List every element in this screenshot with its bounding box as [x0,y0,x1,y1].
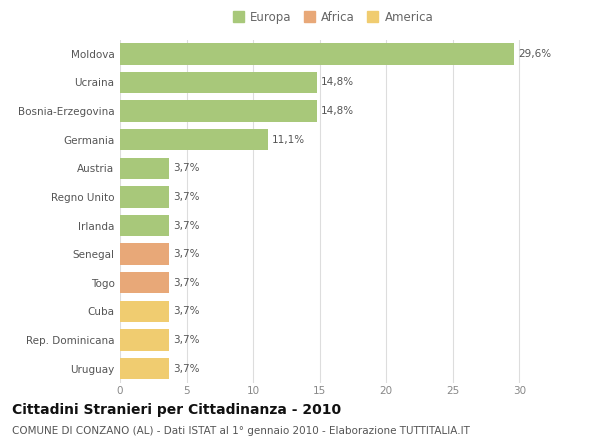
Text: 29,6%: 29,6% [518,49,551,59]
Text: 14,8%: 14,8% [321,106,354,116]
Bar [120,72,317,93]
Text: 3,7%: 3,7% [173,278,200,288]
Text: 3,7%: 3,7% [173,306,200,316]
Legend: Europa, Africa, America: Europa, Africa, America [233,11,433,24]
Bar [120,301,169,322]
Text: COMUNE DI CONZANO (AL) - Dati ISTAT al 1° gennaio 2010 - Elaborazione TUTTITALIA: COMUNE DI CONZANO (AL) - Dati ISTAT al 1… [12,426,470,436]
Text: Cittadini Stranieri per Cittadinanza - 2010: Cittadini Stranieri per Cittadinanza - 2… [12,403,341,417]
Bar [120,358,169,379]
Bar [120,272,169,293]
Text: 3,7%: 3,7% [173,220,200,231]
Bar [120,186,169,208]
Bar [120,129,268,150]
Bar [120,100,317,122]
Bar [120,243,169,265]
Text: 3,7%: 3,7% [173,163,200,173]
Text: 3,7%: 3,7% [173,249,200,259]
Bar [120,43,514,65]
Bar [120,329,169,351]
Text: 3,7%: 3,7% [173,363,200,374]
Text: 3,7%: 3,7% [173,192,200,202]
Text: 14,8%: 14,8% [321,77,354,88]
Bar [120,215,169,236]
Bar [120,158,169,179]
Text: 11,1%: 11,1% [272,135,305,145]
Text: 3,7%: 3,7% [173,335,200,345]
